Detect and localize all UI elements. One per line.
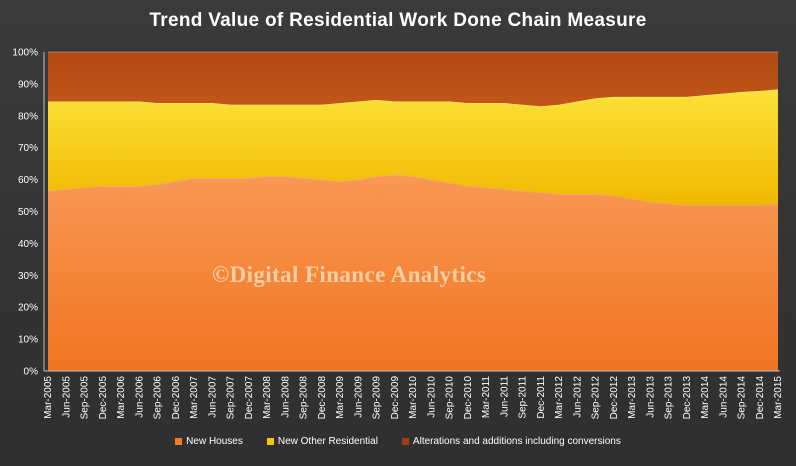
x-tick-label: Jun-2005 (61, 376, 72, 418)
legend-item: Alterations and additions including conv… (401, 436, 621, 447)
x-tick-label: Jun-2009 (353, 376, 364, 418)
x-tick-label: Dec-2006 (171, 376, 182, 420)
area-alterations-additions (48, 52, 778, 107)
x-tick-label: Sep-2010 (445, 376, 456, 420)
x-tick-label: Mar-2005 (43, 376, 54, 419)
area-new-other-residential (48, 89, 778, 206)
y-tick-label: 30% (18, 271, 38, 282)
x-tick-label: Sep-2011 (518, 376, 529, 419)
area-series-group (47, 51, 779, 371)
x-tick-label: Dec-2014 (755, 376, 766, 420)
x-tick-label: Mar-2012 (554, 376, 565, 419)
area-new-houses (48, 174, 778, 371)
legend-swatch (266, 438, 274, 445)
x-tick-label: Mar-2013 (627, 376, 638, 419)
x-tick-label: Mar-2014 (700, 376, 711, 419)
x-tick-label: Mar-2011 (481, 376, 492, 418)
legend: New Houses New Other Residential Alteratio… (0, 436, 796, 447)
x-tick-label: Sep-2006 (153, 376, 164, 420)
x-tick-label: Dec-2012 (609, 376, 620, 420)
x-tick-label: Sep-2008 (299, 376, 310, 420)
x-tick-label: Dec-2011 (536, 376, 547, 419)
y-tick-label: 40% (18, 239, 38, 250)
x-tick-label: Jun-2007 (207, 376, 218, 418)
y-tick-label: 10% (18, 335, 38, 346)
legend-swatch (401, 438, 409, 445)
y-tick-label: 0% (24, 367, 39, 378)
x-tick-label: Sep-2009 (372, 376, 383, 420)
legend-label: New Other Residential (277, 436, 378, 447)
x-tick-label: Sep-2005 (80, 376, 91, 420)
y-tick-label: 100% (12, 48, 38, 59)
x-tick-label: Sep-2013 (664, 376, 675, 420)
x-tick-label: Dec-2009 (390, 376, 401, 420)
x-tick-label: Jun-2010 (426, 376, 437, 418)
watermark: ©Digital Finance Analytics (212, 262, 487, 287)
x-tick-label: Mar-2006 (116, 376, 127, 419)
x-tick-label: Jun-2008 (280, 376, 291, 418)
x-tick-label: Dec-2005 (98, 376, 109, 420)
legend-item: New Houses (175, 436, 243, 447)
y-tick-label: 50% (18, 207, 38, 218)
legend-label: New Houses (186, 436, 243, 447)
x-tick-label: Jun-2011 (499, 376, 510, 417)
x-tick-label: Jun-2012 (572, 376, 583, 418)
y-axis-ticks: 0% 10% 20% 30% 40% 50% 60% 70% 80% 90% 100% (12, 48, 38, 378)
y-tick-label: 80% (18, 111, 38, 122)
x-tick-label: Mar-2009 (335, 376, 346, 419)
y-tick-label: 20% (18, 303, 38, 314)
x-tick-label: Dec-2007 (244, 376, 255, 420)
x-tick-label: Dec-2010 (463, 376, 474, 420)
x-tick-label: Sep-2012 (591, 376, 602, 420)
legend-label: Alterations and additions including conv… (412, 436, 621, 447)
x-tick-label: Jun-2013 (645, 376, 656, 418)
x-tick-label: Mar-2008 (262, 376, 273, 419)
x-tick-label: Mar-2007 (189, 376, 200, 419)
x-tick-label: Sep-2014 (737, 376, 748, 420)
y-tick-label: 60% (18, 175, 38, 186)
legend-item: New Other Residential (266, 436, 378, 447)
x-tick-label: Mar-2015 (773, 376, 784, 419)
x-tick-label: Dec-2008 (317, 376, 328, 420)
y-tick-label: 90% (18, 79, 38, 90)
x-tick-label: Dec-2013 (682, 376, 693, 420)
x-tick-label: Jun-2006 (134, 376, 145, 418)
x-axis-ticks: Mar-2005 Jun-2005 Sep-2005 Dec-2005 Mar-2006… (43, 376, 784, 420)
y-tick-label: 70% (18, 143, 38, 154)
x-tick-label: Sep-2007 (226, 376, 237, 420)
x-tick-label: Jun-2014 (718, 376, 729, 418)
x-tick-label: Mar-2010 (408, 376, 419, 419)
legend-swatch (175, 438, 183, 445)
chart-title: Trend Value of Residential Work Done Cha… (149, 10, 647, 31)
